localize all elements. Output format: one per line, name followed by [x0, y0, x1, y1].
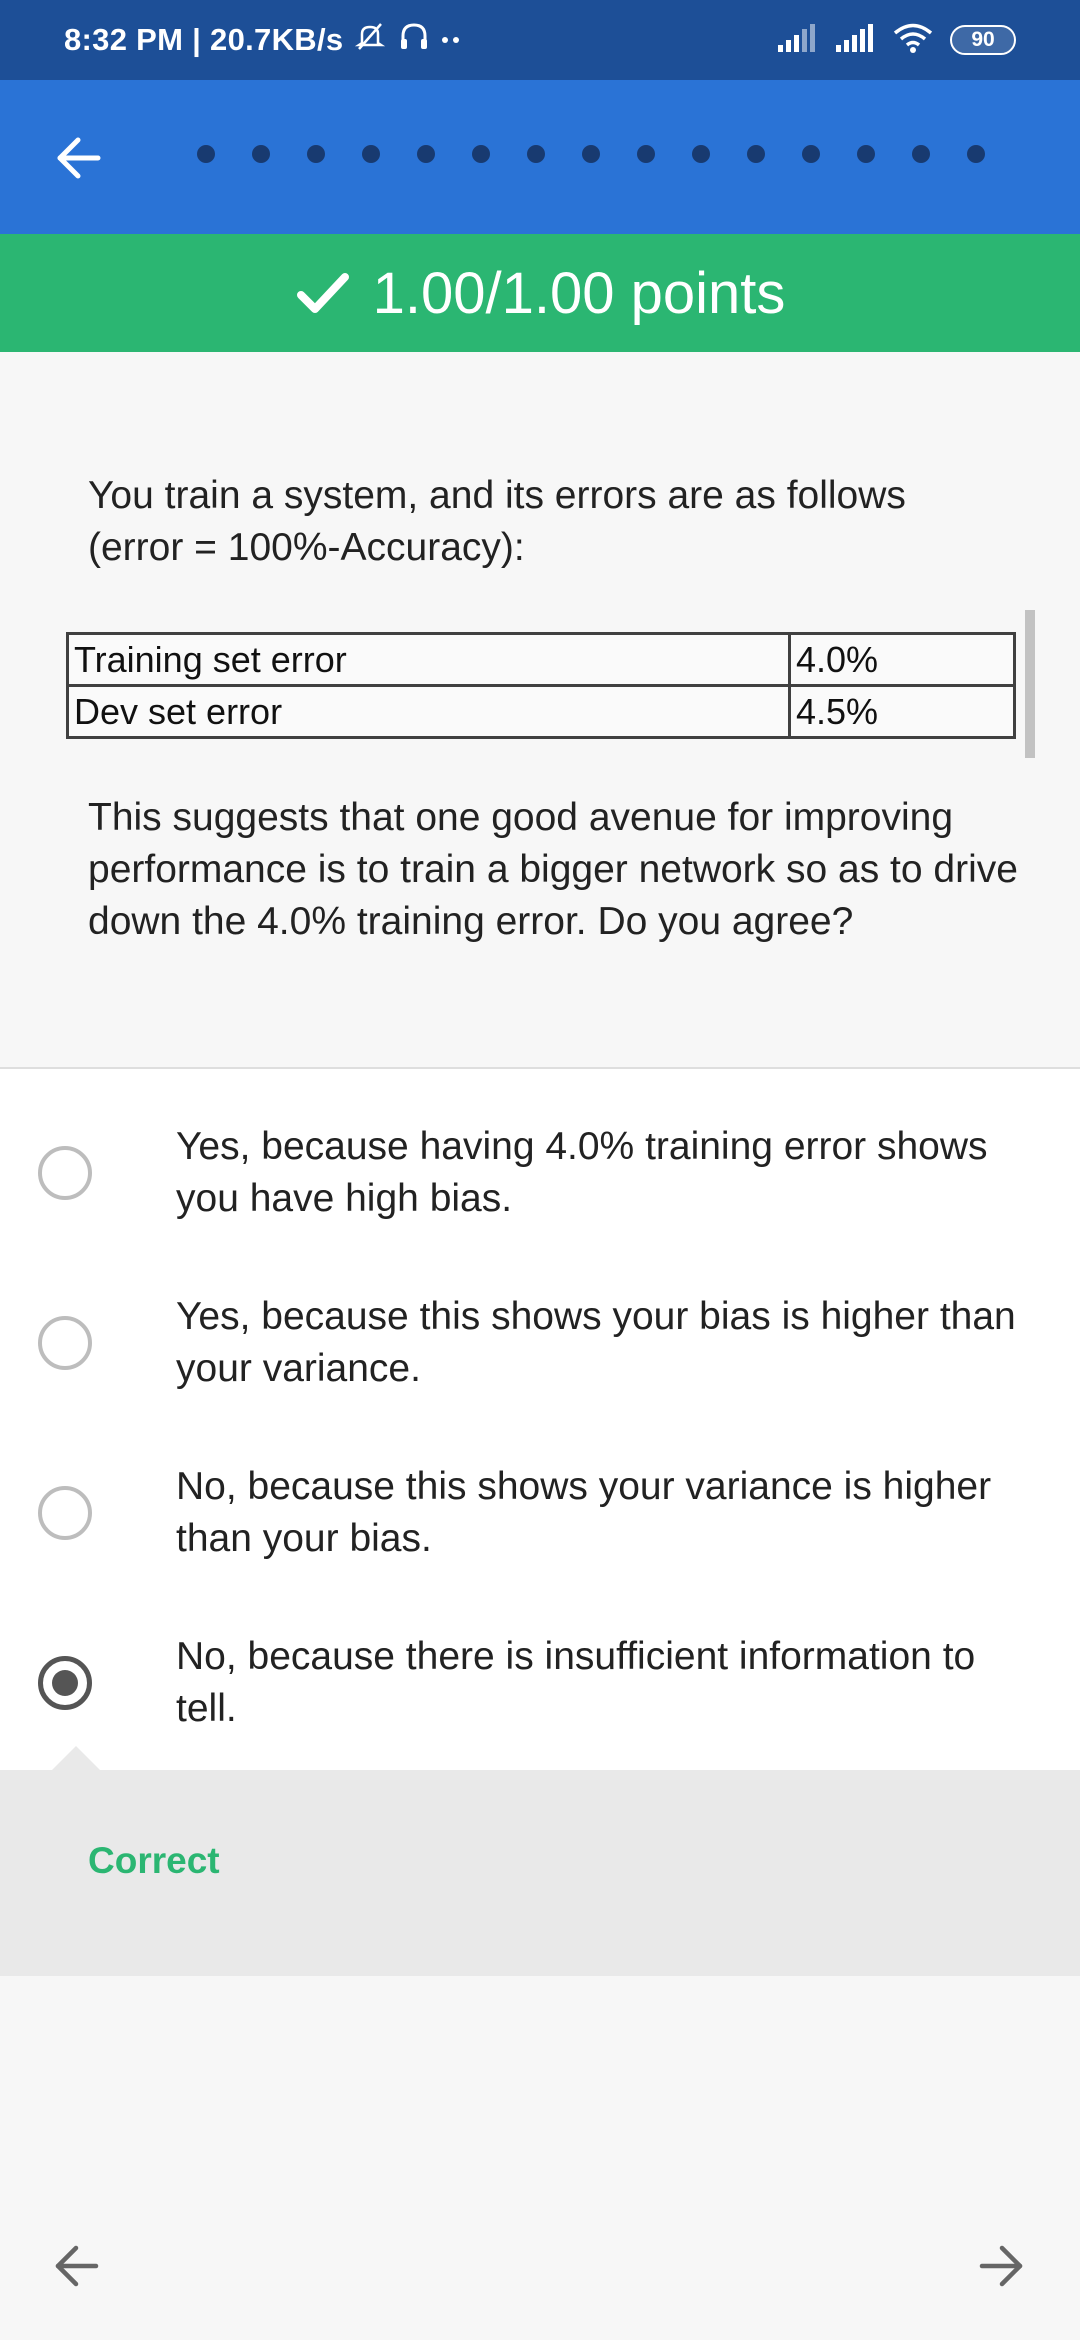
- battery-indicator: 90: [950, 25, 1016, 55]
- option-label: Yes, because having 4.0% training error …: [176, 1125, 988, 1220]
- error-table: Training set error 4.0% Dev set error 4.…: [66, 632, 1016, 739]
- headset-icon: [397, 19, 431, 61]
- progress-dot[interactable]: [582, 145, 600, 163]
- table-row: Training set error 4.0%: [66, 632, 1016, 687]
- progress-dot[interactable]: [912, 145, 930, 163]
- question-intro: You train a system, and its errors are a…: [88, 474, 906, 569]
- progress-dot[interactable]: [307, 145, 325, 163]
- table-cell-label: Dev set error: [66, 684, 791, 739]
- arrow-left-icon: [57, 137, 101, 179]
- arrow-left-icon: [55, 2245, 99, 2287]
- back-button[interactable]: [42, 122, 114, 194]
- mute-icon: [353, 19, 387, 61]
- answer-option-2[interactable]: Yes, because this shows your bias is hig…: [0, 1257, 1080, 1427]
- table-cell-label: Training set error: [66, 632, 791, 687]
- progress-dot[interactable]: [527, 145, 545, 163]
- arrow-right-icon: [979, 2245, 1023, 2287]
- answer-option-4[interactable]: No, because there is insufficient inform…: [0, 1597, 1080, 1767]
- option-label: No, because this shows your variance is …: [176, 1465, 992, 1560]
- feedback-text: Correct: [88, 1840, 220, 1881]
- radio-button[interactable]: [38, 1656, 92, 1710]
- feedback-pointer: [52, 1746, 100, 1770]
- option-label: Yes, because this shows your bias is hig…: [176, 1295, 1016, 1390]
- next-question-button[interactable]: [966, 2230, 1038, 2302]
- status-left: 8:32 PM | 20.7KB/s: [64, 0, 461, 80]
- check-icon: [296, 273, 349, 313]
- progress-dot[interactable]: [417, 145, 435, 163]
- score-banner: 1.00/1.00 points: [0, 234, 1080, 352]
- progress-dot[interactable]: [252, 145, 270, 163]
- answer-options: Yes, because having 4.0% training error …: [0, 1067, 1080, 1770]
- score-text: 1.00/1.00 points: [372, 260, 786, 326]
- more-notifications-icon: [441, 22, 461, 58]
- signal-icon: [834, 23, 876, 58]
- previous-question-button[interactable]: [40, 2230, 112, 2302]
- status-right: 90: [776, 0, 1016, 80]
- progress-dot[interactable]: [362, 145, 380, 163]
- status-bar: 8:32 PM | 20.7KB/s 90: [0, 0, 1080, 80]
- answer-option-1[interactable]: Yes, because having 4.0% training error …: [0, 1087, 1080, 1257]
- table-cell-value: 4.5%: [788, 684, 1016, 739]
- radio-button[interactable]: [38, 1146, 92, 1200]
- radio-button[interactable]: [38, 1316, 92, 1370]
- table-row: Dev set error 4.5%: [66, 684, 1016, 739]
- progress-dot[interactable]: [692, 145, 710, 163]
- wifi-icon: [892, 22, 934, 59]
- progress-dot[interactable]: [857, 145, 875, 163]
- progress-dot[interactable]: [472, 145, 490, 163]
- progress-dot[interactable]: [747, 145, 765, 163]
- answer-option-3[interactable]: No, because this shows your variance is …: [0, 1427, 1080, 1597]
- radio-button[interactable]: [38, 1486, 92, 1540]
- progress-dot[interactable]: [967, 145, 985, 163]
- progress-dot[interactable]: [637, 145, 655, 163]
- progress-dot[interactable]: [802, 145, 820, 163]
- table-cell-value: 4.0%: [788, 632, 1016, 687]
- signal-icon: [776, 23, 818, 58]
- status-time-speed: 8:32 PM | 20.7KB/s: [64, 22, 344, 57]
- question-prompt: This suggests that one good avenue for i…: [88, 796, 1018, 943]
- option-label: No, because there is insufficient inform…: [176, 1635, 976, 1730]
- table-scrollbar[interactable]: [1025, 610, 1035, 758]
- progress-dot[interactable]: [197, 145, 215, 163]
- feedback-panel: Correct: [0, 1746, 1080, 1976]
